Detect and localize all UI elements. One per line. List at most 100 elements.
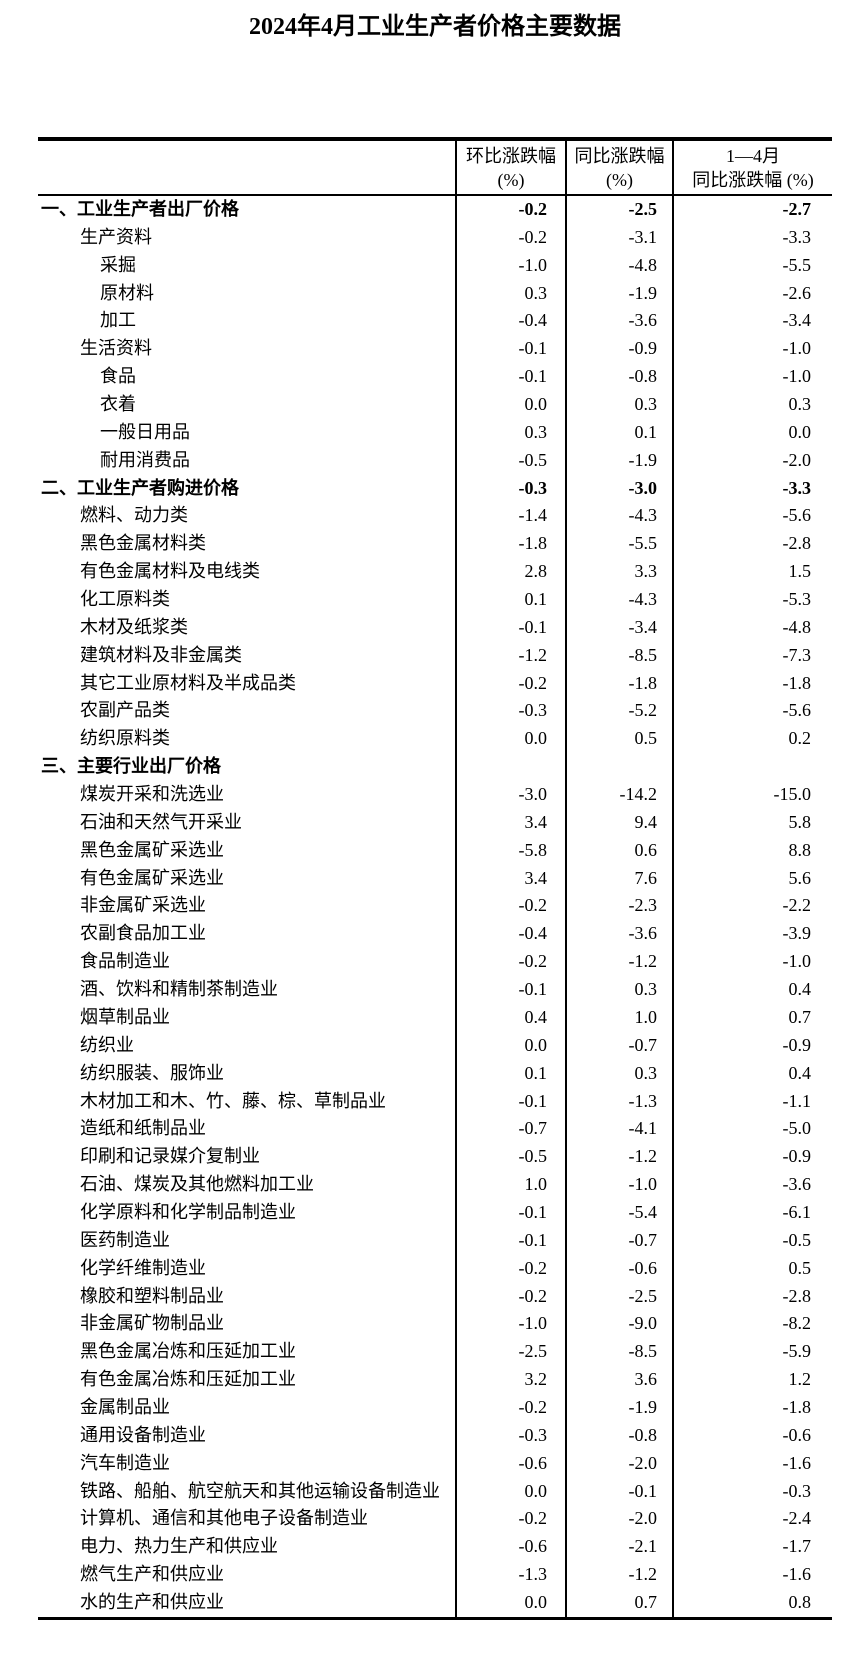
ytd-value: 0.8 [672,1588,832,1617]
table-row: 非金属矿采选业 -0.2 -2.3 -2.2 [38,892,832,921]
yoy-value: -0.9 [565,335,672,364]
yoy-value: 3.6 [565,1366,672,1394]
table-row: 建筑材料及非金属类 -1.2 -8.5 -7.3 [38,641,832,670]
row-label: 生产资料 [80,226,152,247]
row-label: 有色金属冶炼和压延加工业 [80,1369,296,1390]
row-label: 纺织服装、服饰业 [80,1062,224,1083]
ytd-value: -5.5 [672,251,832,280]
yoy-value: 1.0 [565,1003,672,1032]
ytd-value: -3.9 [672,920,832,949]
header-row-label-spacer [38,141,455,194]
table-row: 采掘 -1.0 -4.8 -5.5 [38,251,832,280]
mom-value: 2.8 [455,558,565,587]
yoy-value: -2.5 [565,1282,672,1311]
row-label: 木材及纸浆类 [80,616,188,637]
row-label: 一、工业生产者出厂价格 [41,199,239,219]
yoy-value: -2.1 [565,1533,672,1562]
ytd-value: -0.9 [672,1031,832,1060]
table-row: 衣着 0.0 0.3 0.3 [38,391,832,419]
ytd-value: 5.8 [672,808,832,837]
yoy-value: -5.4 [565,1198,672,1227]
row-label: 造纸和纸制品业 [80,1118,206,1139]
mom-value: 3.4 [455,808,565,837]
yoy-value: -3.4 [565,613,672,642]
table-row: 计算机、通信和其他电子设备制造业 -0.2 -2.0 -2.4 [38,1505,832,1534]
mom-value: -2.5 [455,1338,565,1367]
mom-value: 1.0 [455,1171,565,1199]
mom-value: -0.2 [455,1505,565,1534]
yoy-value: 0.1 [565,418,672,447]
row-label: 化学原料和化学制品制造业 [80,1201,296,1222]
yoy-value: -2.0 [565,1449,672,1478]
row-label: 燃料、动力类 [80,505,188,526]
table-row: 通用设备制造业 -0.3 -0.8 -0.6 [38,1421,832,1450]
yoy-value: -8.5 [565,641,672,670]
yoy-value: -0.7 [565,1031,672,1060]
yoy-value: 0.5 [565,725,672,754]
row-label: 三、主要行业出厂价格 [41,756,221,777]
mom-value: -0.2 [455,1282,565,1311]
mom-value: 0.0 [455,1588,565,1617]
yoy-value: -3.6 [565,920,672,949]
table-row: 水的生产和供应业 0.0 0.7 0.8 [38,1588,832,1617]
mom-value: -0.7 [455,1115,565,1144]
mom-value: 0.0 [455,1477,565,1506]
mom-value: -1.3 [455,1561,565,1589]
ytd-value: -1.0 [672,363,832,392]
row-label: 农副食品加工业 [80,923,206,944]
row-label: 黑色金属矿采选业 [80,839,224,860]
table-row: 纺织服装、服饰业 0.1 0.3 0.4 [38,1059,832,1088]
mom-value: -1.8 [455,530,565,559]
mom-value: -0.5 [455,446,565,475]
mom-value: -1.0 [455,251,565,280]
yoy-value: 0.3 [565,1059,672,1088]
row-label: 非金属矿采选业 [80,895,206,916]
table-row: 二、工业生产者购进价格 -0.3 -3.0 -3.3 [38,474,832,503]
table-row: 原材料 0.3 -1.9 -2.6 [38,279,832,308]
yoy-value: -5.5 [565,530,672,559]
mom-value: -0.1 [455,1198,565,1227]
table-row: 木材及纸浆类 -0.1 -3.4 -4.8 [38,613,832,642]
mom-value: -0.1 [455,1226,565,1255]
ytd-value: -5.9 [672,1338,832,1367]
row-label: 印刷和记录媒介复制业 [80,1146,260,1167]
table-row: 化学原料和化学制品制造业 -0.1 -5.4 -6.1 [38,1198,832,1227]
ytd-value: -2.8 [672,1282,832,1311]
mom-value: 0.3 [455,279,565,308]
table-row: 化学纤维制造业 -0.2 -0.6 0.5 [38,1254,832,1283]
table-row: 黑色金属矿采选业 -5.8 0.6 8.8 [38,836,832,865]
row-label: 食品制造业 [80,951,170,972]
mom-value: -0.6 [455,1533,565,1562]
yoy-value: -0.8 [565,363,672,392]
yoy-value: 0.3 [565,391,672,419]
ytd-value: -1.0 [672,335,832,364]
table-row: 燃气生产和供应业 -1.3 -1.2 -1.6 [38,1561,832,1589]
yoy-value: 0.6 [565,836,672,865]
yoy-value: 3.3 [565,558,672,587]
yoy-value: -1.3 [565,1087,672,1116]
ytd-value: 8.8 [672,836,832,865]
header-yoy-line2: (%) [606,169,633,190]
row-label: 煤炭开采和洗选业 [80,784,224,805]
ytd-value: -15.0 [672,781,832,809]
table-row: 非金属矿物制品业 -1.0 -9.0 -8.2 [38,1310,832,1339]
header-ytd-line1: 1—4月 [726,145,780,166]
mom-value: 0.0 [455,1031,565,1060]
table-row: 电力、热力生产和供应业 -0.6 -2.1 -1.7 [38,1533,832,1562]
table-row: 黑色金属材料类 -1.8 -5.5 -2.8 [38,530,832,559]
yoy-value: -1.2 [565,1561,672,1589]
mom-value: 0.4 [455,1003,565,1032]
mom-value: -0.6 [455,1449,565,1478]
page-title: 2024年4月工业生产者价格主要数据 [249,14,621,40]
mom-value: -0.4 [455,307,565,336]
row-label: 加工 [100,310,136,331]
table-row: 农副食品加工业 -0.4 -3.6 -3.9 [38,920,832,949]
table-row: 有色金属矿采选业 3.4 7.6 5.6 [38,864,832,893]
table-row: 耐用消费品 -0.5 -1.9 -2.0 [38,446,832,475]
yoy-value: -3.1 [565,223,672,252]
ytd-value: -6.1 [672,1198,832,1227]
yoy-value: -14.2 [565,781,672,809]
table-row: 燃料、动力类 -1.4 -4.3 -5.6 [38,502,832,531]
mom-value: -0.5 [455,1143,565,1172]
row-label: 其它工业原材料及半成品类 [80,672,296,693]
